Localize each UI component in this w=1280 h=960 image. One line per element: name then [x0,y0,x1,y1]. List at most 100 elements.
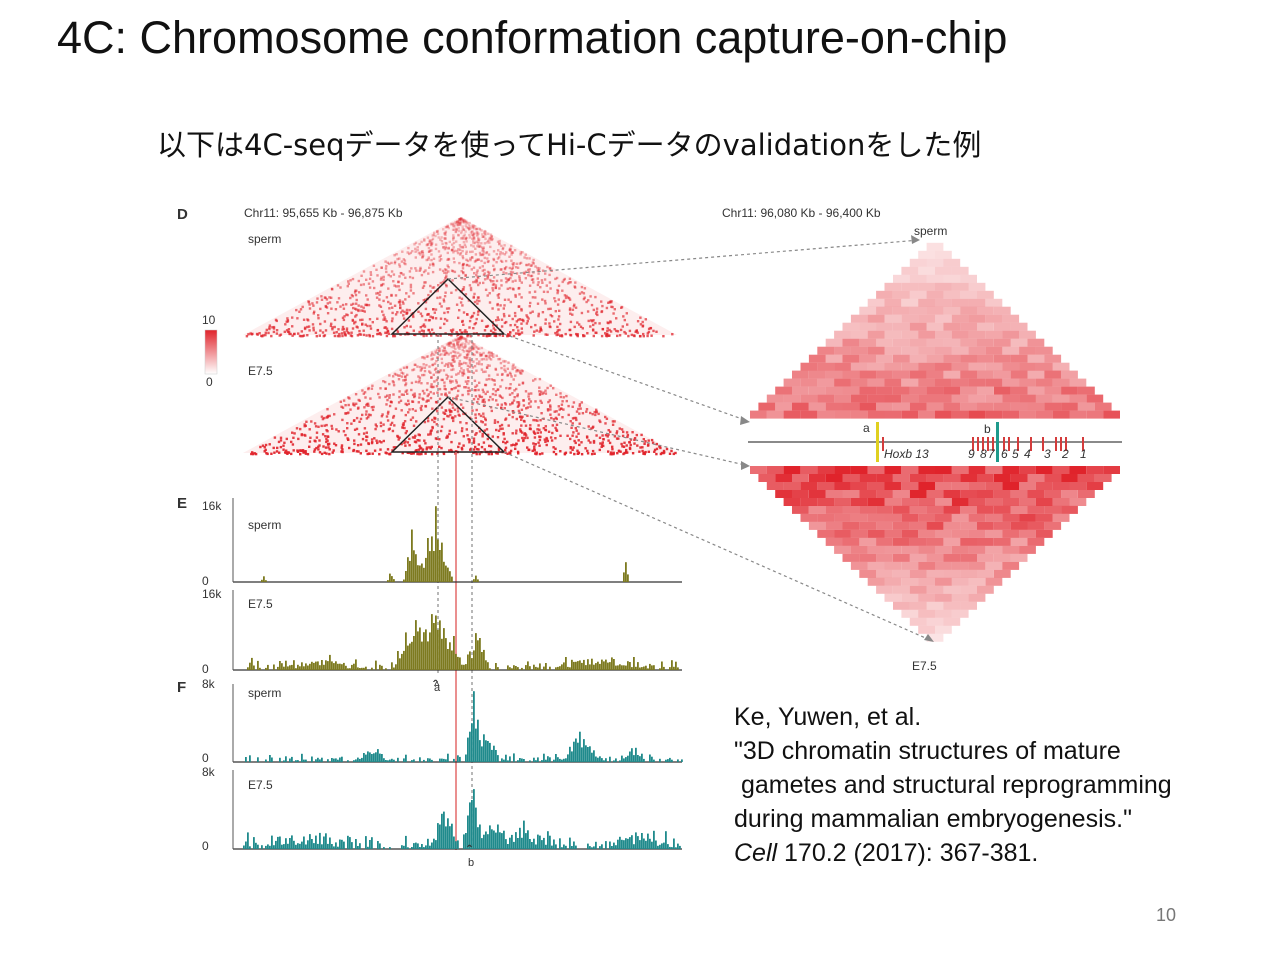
hic-pixel [586,436,589,439]
hic-pixel [377,392,380,396]
hic-pixel [464,386,468,389]
zoom-cell [1061,386,1078,395]
hic-pixel [475,317,478,321]
hic-pixel [625,431,629,434]
track-bar [279,661,281,670]
hic-pixel [473,280,477,283]
zoom-cell [876,553,893,562]
hic-pixel [523,256,526,259]
track-bar [483,649,485,670]
hic-pixel [429,371,432,374]
hic-pixel [448,391,451,394]
hic-pixel [474,228,478,231]
hic-pixel [544,318,547,321]
track-bar [555,844,557,849]
track-bar [283,844,285,849]
track-bar [425,557,427,582]
hic-pixel [276,446,279,450]
hic-pixel [481,400,484,403]
hic-pixel [541,281,544,284]
hic-pixel [450,410,453,413]
hic-pixel [354,320,357,324]
hic-pixel [605,332,609,336]
hic-pixel [422,323,426,326]
hic-pixel [592,319,595,322]
hic-pixel [626,435,629,439]
hic-pixel [444,409,447,412]
track-bar [653,759,655,762]
hic-pixel [274,318,278,322]
zoom-cell [1002,314,1020,323]
hic-pixel [532,379,535,382]
hic-pixel [518,332,522,336]
hic-pixel [348,446,351,450]
hic-pixel [630,333,633,337]
track-bar [427,758,429,762]
hic-pixel [299,308,303,311]
hic-pixel [492,324,495,327]
track-bar [447,818,449,849]
hic-pixel [367,404,370,407]
hic-pixel [350,303,353,306]
hic-pixel [524,424,528,427]
track-bar [625,757,627,762]
hic-pixel [528,284,532,287]
hic-pixel [555,428,558,431]
zoom-cell [1002,561,1020,570]
hic-pixel [467,392,470,396]
hic-pixel [573,452,576,456]
hic-pixel [572,446,575,449]
hic-pixel [576,452,579,455]
zoom-cell [859,474,877,482]
hic-pixel [436,391,439,394]
hic-pixel [389,400,393,404]
hic-pixel [525,434,528,437]
track-bar [451,650,453,670]
hic-pixel [449,329,453,332]
hic-pixel [486,275,490,279]
zoom-cell [884,593,902,602]
hic-pixel [400,272,403,275]
hic-pixel [443,268,447,271]
hic-pixel [428,266,431,269]
hic-pixel [510,244,513,248]
zoom-cell [1078,386,1095,395]
hic-pixel [452,344,455,347]
zoom-cell [1002,529,1020,538]
zoom-cell [935,250,952,259]
hic-pixel [404,431,407,435]
track-bar [477,579,479,582]
hic-pixel [275,329,279,332]
hic-pixel [328,414,331,418]
hic-pixel [494,286,497,290]
viewpoint-b-caret: ˆ [467,842,473,858]
hic-pixel [457,346,460,349]
hic-pixel [492,250,496,253]
hic-pixel [483,235,486,238]
hic-pixel [501,372,504,376]
track-bar [431,759,433,762]
hic-pixel [247,333,250,336]
hic-pixel [472,451,475,455]
hic-pixel [347,438,350,441]
zoom-cell [1078,402,1095,411]
hic-pixel [417,375,420,378]
hox-gene-bar [987,437,989,451]
hic-pixel [492,327,495,330]
hic-pixel [434,308,438,311]
hic-pixel [474,413,477,416]
hic-pixel [508,334,511,337]
zoom-cell [808,474,826,482]
zoom-cell [859,521,877,530]
hic-pixel [486,433,490,437]
hic-pixel [608,301,611,304]
hic-pixel [476,231,479,234]
zoom-cell [985,314,1003,323]
hic-pixel [392,446,396,449]
hic-pixel [401,250,404,253]
zoom-cell [867,545,885,554]
hic-pixel [451,248,454,251]
hic-pixel [354,293,358,297]
hic-pixel [431,262,435,265]
hic-pixel [416,452,419,456]
